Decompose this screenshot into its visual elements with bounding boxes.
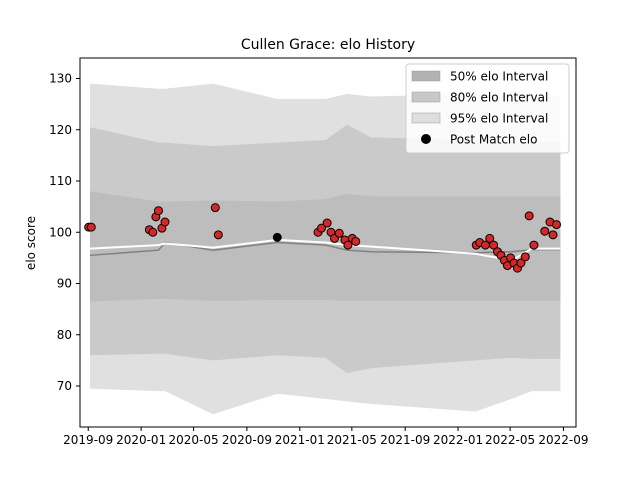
match-elo-point xyxy=(153,206,163,216)
legend-swatch xyxy=(411,112,441,124)
match-elo-point xyxy=(334,228,344,238)
match-elo-point xyxy=(210,203,220,213)
match-elo-point xyxy=(485,233,495,243)
legend-swatch xyxy=(411,91,441,103)
legend-box xyxy=(405,63,570,154)
legend-label: 80% elo Interval xyxy=(450,91,548,105)
chart-title: Cullen Grace: elo History xyxy=(241,37,415,53)
x-tick-label: 2020-09 xyxy=(222,433,272,447)
x-tick-label: 2022-01 xyxy=(433,433,483,447)
match-elo-point xyxy=(551,220,561,230)
x-tick-label: 2020-01 xyxy=(116,433,166,447)
x-tick-label: 2021-05 xyxy=(327,433,377,447)
match-elo-point xyxy=(148,227,158,237)
y-axis: 70 80 90 100 110 120 130 xyxy=(49,72,80,393)
legend-label: 95% elo Interval xyxy=(450,112,548,126)
match-elo-point xyxy=(86,222,96,232)
y-tick-label: 130 xyxy=(49,72,72,86)
legend-marker xyxy=(421,134,431,144)
y-tick-label: 110 xyxy=(49,174,72,188)
x-axis: 2019-09 2020-01 2020-05 2020-09 2021-01 2021-… xyxy=(63,427,588,447)
match-elo-point xyxy=(489,240,499,250)
highlighted-match-point xyxy=(272,232,282,242)
legend-swatch xyxy=(411,70,441,82)
y-tick-label: 100 xyxy=(49,225,72,239)
interval-50-band xyxy=(89,191,561,302)
legend: 50% elo Interval 80% elo Interval 95% elo … xyxy=(405,63,570,154)
match-elo-point xyxy=(351,236,361,246)
y-tick-label: 120 xyxy=(49,123,72,137)
y-tick-label: 70 xyxy=(57,379,72,393)
x-tick-label: 2022-05 xyxy=(485,433,535,447)
x-tick-label: 2022-09 xyxy=(538,433,588,447)
legend-label: 50% elo Interval xyxy=(450,70,548,84)
match-elo-point xyxy=(213,230,223,240)
match-elo-point xyxy=(520,252,530,262)
match-elo-point xyxy=(524,211,534,221)
y-tick-label: 80 xyxy=(57,328,72,342)
plot-frame xyxy=(79,57,577,428)
match-elo-point xyxy=(529,240,539,250)
x-tick-label: 2020-05 xyxy=(169,433,219,447)
match-elo-point xyxy=(540,226,550,236)
mean-elo-line xyxy=(89,238,561,262)
match-elo-point xyxy=(548,230,558,240)
y-axis-label: elo score xyxy=(24,216,38,270)
match-elo-point xyxy=(343,240,353,250)
match-elo-point xyxy=(316,223,326,233)
y-tick-label: 90 xyxy=(57,277,72,291)
plot-area xyxy=(79,57,577,428)
match-elo-point xyxy=(322,218,332,228)
x-tick-label: 2021-09 xyxy=(380,433,430,447)
legend-label: Post Match elo xyxy=(450,133,537,147)
x-tick-label: 2019-09 xyxy=(63,433,113,447)
x-tick-label: 2021-01 xyxy=(275,433,325,447)
match-elo-point xyxy=(516,258,526,268)
match-elo-point xyxy=(160,217,170,227)
